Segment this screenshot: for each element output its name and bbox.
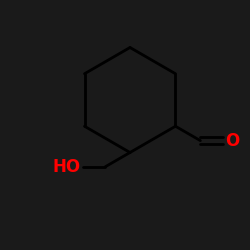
Text: HO: HO — [52, 158, 80, 176]
Text: O: O — [225, 132, 239, 150]
